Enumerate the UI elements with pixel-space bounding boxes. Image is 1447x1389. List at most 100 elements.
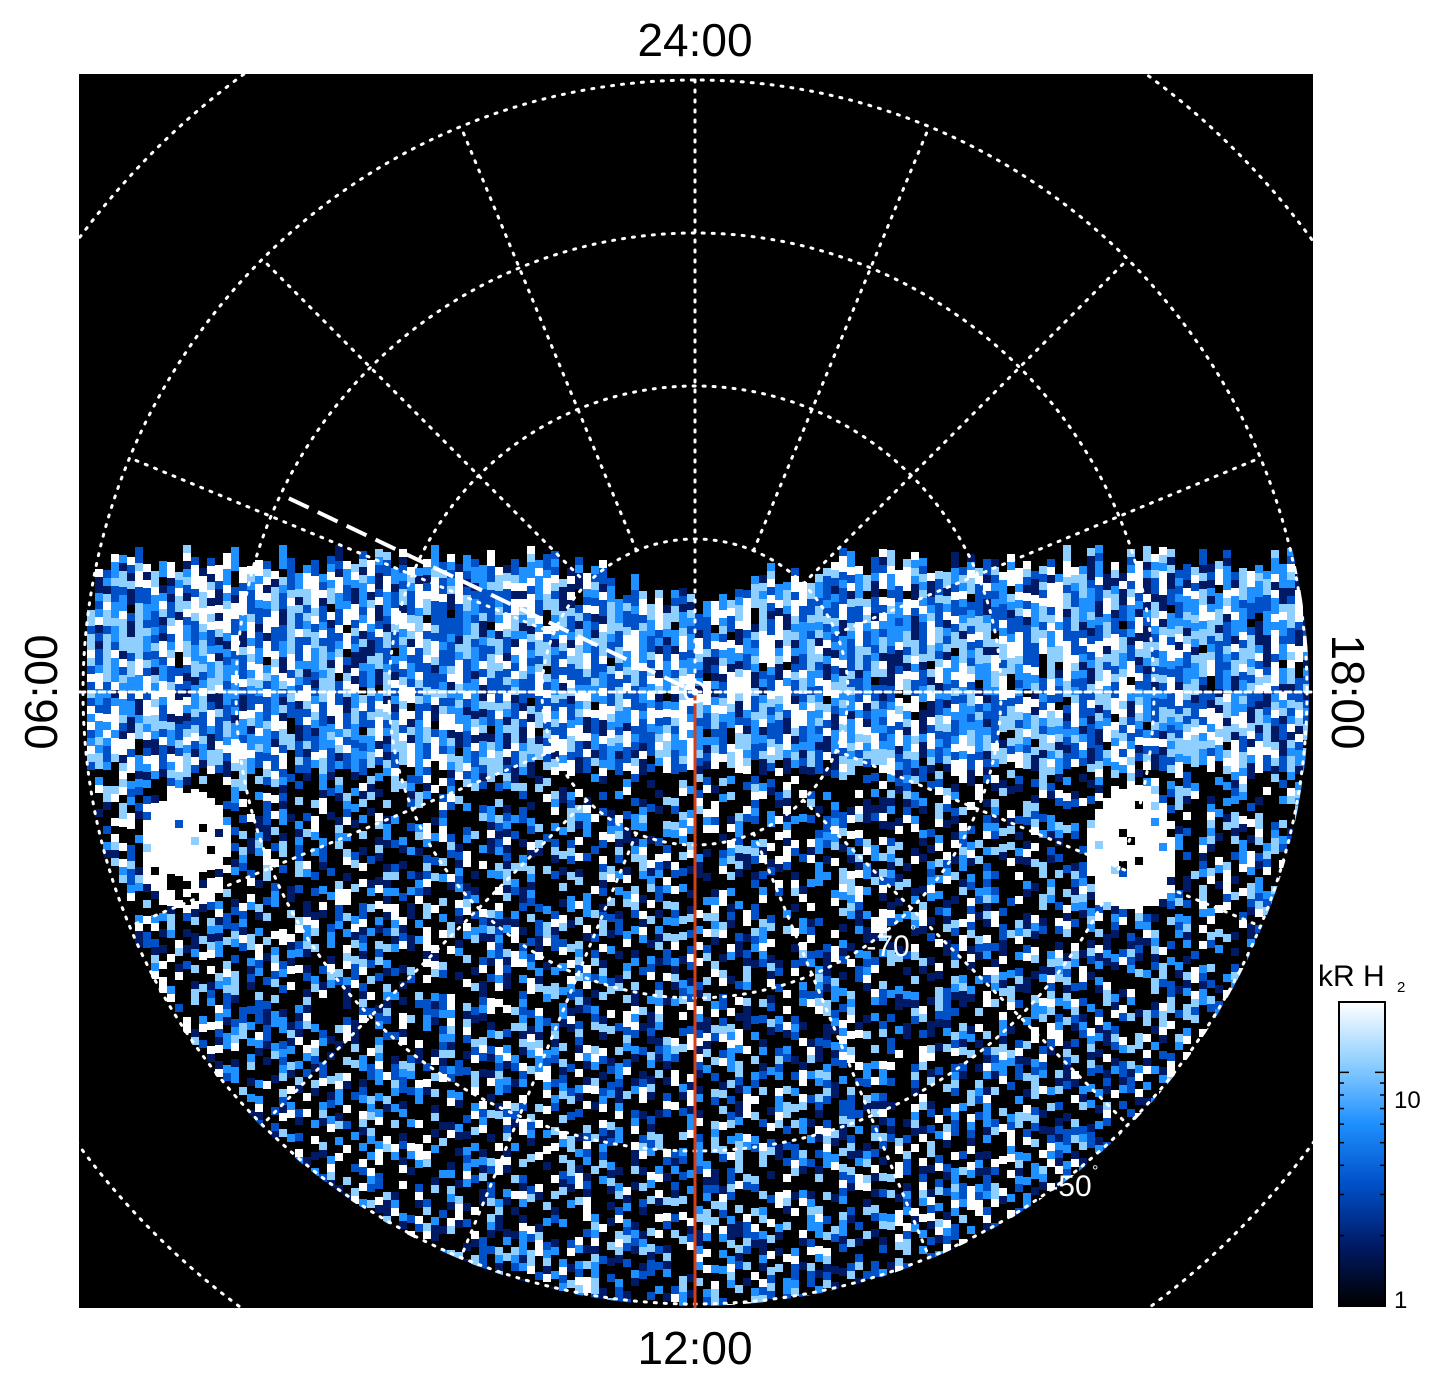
emission-cell (167, 770, 175, 778)
emission-cell (383, 864, 391, 872)
emission-cell (583, 789, 591, 797)
emission-cell (335, 1137, 343, 1145)
emission-cell (607, 874, 615, 882)
emission-cell (671, 1166, 679, 1174)
emission-cell (495, 831, 503, 839)
emission-cell (775, 1064, 783, 1072)
emission-cell (431, 705, 439, 721)
emission-cell (791, 600, 799, 616)
emission-cell (375, 917, 383, 925)
emission-cell (783, 1022, 791, 1030)
emission-cell (719, 1234, 727, 1242)
emission-cell (599, 1176, 607, 1184)
emission-cell (319, 974, 327, 982)
emission-cell (655, 1086, 663, 1094)
emission-cell (679, 1196, 687, 1204)
emission-cell (495, 815, 503, 823)
emission-cell (703, 1225, 711, 1233)
emission-cell (559, 1003, 567, 1011)
emission-cell (423, 887, 431, 895)
emission-cell (271, 947, 279, 955)
emission-cell (463, 595, 471, 611)
emission-cell (631, 1278, 639, 1286)
emission-cell (255, 1120, 263, 1128)
emission-cell (615, 1239, 623, 1247)
emission-cell (799, 814, 807, 822)
emission-cell (255, 848, 263, 856)
emission-cell (455, 1196, 463, 1204)
emission-cell (471, 1127, 479, 1135)
emission-cell (679, 764, 687, 772)
emission-cell (703, 929, 711, 937)
emission-cell (711, 905, 719, 913)
emission-cell (767, 1043, 775, 1051)
emission-cell (751, 848, 759, 856)
emission-cell (767, 1291, 775, 1299)
emission-cell (551, 919, 559, 927)
emission-cell (775, 984, 783, 992)
emission-cell (471, 1039, 479, 1047)
emission-cell (631, 1006, 639, 1014)
emission-cell (759, 783, 767, 791)
emission-cell (255, 792, 263, 800)
emission-cell (207, 830, 215, 838)
emission-cell (759, 975, 767, 983)
emission-cell (191, 645, 199, 661)
emission-cell (479, 645, 487, 661)
emission-cell (263, 833, 271, 841)
emission-cell (239, 631, 247, 647)
emission-cell (455, 1212, 463, 1220)
emission-cell (599, 1072, 607, 1080)
emission-cell (415, 800, 423, 808)
emission-cell (735, 821, 743, 829)
emission-cell (559, 867, 567, 875)
emission-cell (759, 935, 767, 943)
emission-cell (375, 837, 383, 845)
emission-cell (479, 1141, 487, 1149)
emission-cell (543, 938, 551, 946)
emission-cell (463, 1131, 471, 1139)
emission-cell (127, 901, 135, 909)
emission-cell (447, 858, 455, 866)
emission-cell (623, 1171, 631, 1179)
emission-cell (663, 1053, 671, 1061)
emission-cell (183, 809, 191, 817)
emission-cell (727, 1216, 735, 1224)
emission-cell (623, 1107, 631, 1115)
emission-cell (647, 836, 655, 844)
emission-cell (719, 922, 727, 930)
emission-cell (415, 896, 423, 904)
emission-cell (287, 1086, 295, 1094)
emission-cell (655, 766, 663, 774)
emission-cell (415, 824, 423, 832)
emission-cell (647, 780, 655, 788)
emission-cell (503, 1149, 511, 1157)
emission-cell (527, 882, 535, 890)
emission-cell (687, 1042, 695, 1050)
emission-cell (535, 976, 543, 984)
emission-cell (375, 1205, 383, 1213)
emission-cell (751, 672, 759, 688)
emission-cell (247, 934, 255, 942)
emission-cell (767, 787, 775, 795)
emission-cell (367, 1200, 375, 1208)
emission-cell (399, 1085, 407, 1093)
emission-cell (399, 1221, 407, 1229)
emission-cell (799, 902, 807, 910)
emission-cell (223, 777, 231, 785)
emission-cell (495, 847, 503, 855)
emission-cell (519, 1103, 527, 1111)
emission-cell (759, 1279, 767, 1287)
emission-cell (359, 1063, 367, 1071)
emission-cell (471, 1207, 479, 1215)
emission-cell (615, 919, 623, 927)
emission-cell (655, 886, 663, 894)
emission-cell (551, 1231, 559, 1239)
emission-cell (535, 640, 543, 656)
emission-cell (511, 1207, 519, 1215)
emission-cell (607, 690, 615, 706)
emission-cell (799, 582, 807, 598)
emission-cell (799, 926, 807, 934)
emission-cell (231, 787, 239, 795)
emission-cell (239, 799, 247, 807)
